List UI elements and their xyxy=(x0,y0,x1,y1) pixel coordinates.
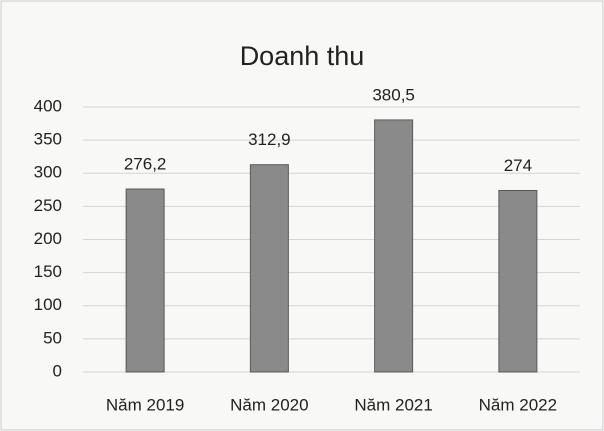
bar xyxy=(249,164,289,373)
y-tick-label: 200 xyxy=(34,229,62,248)
y-tick-label: 50 xyxy=(43,328,62,347)
y-tick-label: 0 xyxy=(53,361,62,380)
data-label: 274 xyxy=(504,156,532,175)
data-label: 276,2 xyxy=(124,155,167,174)
data-label: 380,5 xyxy=(372,85,415,104)
y-tick-label: 350 xyxy=(34,130,62,149)
bar xyxy=(125,188,165,373)
data-label: 312,9 xyxy=(248,130,291,149)
y-tick-label: 100 xyxy=(34,295,62,314)
bar xyxy=(374,119,414,373)
bar xyxy=(498,189,538,373)
x-tick-label: Năm 2022 xyxy=(479,395,557,414)
y-tick-label: 150 xyxy=(34,262,62,281)
x-tick-label: Năm 2020 xyxy=(230,395,308,414)
chart-title: Doanh thu xyxy=(240,41,365,71)
x-tick-label: Năm 2021 xyxy=(354,395,432,414)
y-tick-label: 250 xyxy=(34,196,62,215)
y-tick-label: 400 xyxy=(34,96,62,115)
x-tick-label: Năm 2019 xyxy=(106,395,184,414)
y-tick-label: 300 xyxy=(34,163,62,182)
